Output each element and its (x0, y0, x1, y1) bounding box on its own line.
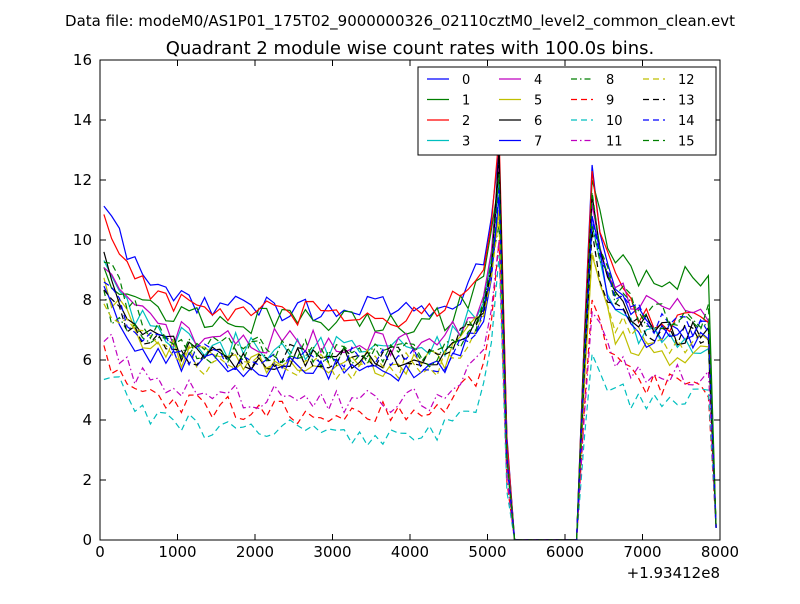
legend-label-11: 11 (606, 135, 623, 150)
chart-title: Quadrant 2 module wise count rates with … (166, 38, 655, 59)
series-line-11 (103, 239, 717, 540)
legend-label-5: 5 (534, 94, 542, 109)
x-tick-label: 7000 (623, 543, 661, 561)
y-tick-label: 6 (82, 351, 92, 369)
legend-label-0: 0 (462, 73, 470, 88)
x-tick-label: 3000 (313, 543, 351, 561)
legend-label-2: 2 (462, 114, 470, 129)
series-line-4 (103, 164, 717, 540)
legend-label-9: 9 (606, 94, 614, 109)
x-tick-label: 6000 (546, 543, 584, 561)
legend-label-8: 8 (606, 73, 614, 88)
x-tick-label: 0 (95, 543, 105, 561)
series-line-13 (103, 164, 717, 540)
y-tick-label: 14 (73, 111, 92, 129)
y-tick-label: 10 (73, 231, 92, 249)
figure-suptitle: Data file: modeM0/AS1P01_175T02_90000003… (65, 12, 735, 31)
legend-label-4: 4 (534, 73, 542, 88)
legend-label-10: 10 (606, 114, 623, 129)
y-tick-label: 16 (73, 51, 92, 69)
series-line-5 (103, 209, 717, 540)
legend-label-7: 7 (534, 135, 542, 150)
x-tick-label: 8000 (701, 543, 739, 561)
legend-label-15: 15 (678, 135, 695, 150)
series-line-8 (103, 224, 717, 540)
x-tick-label: 2000 (236, 543, 274, 561)
y-tick-label: 12 (73, 171, 92, 189)
legend-label-1: 1 (462, 94, 470, 109)
legend-label-12: 12 (678, 73, 695, 88)
y-tick-label: 2 (82, 471, 92, 489)
x-tick-label: 5000 (468, 543, 506, 561)
legend-box (417, 66, 717, 156)
series-line-12 (103, 215, 717, 540)
series-line-9 (103, 239, 717, 540)
x-tick-label: 4000 (391, 543, 429, 561)
axis-ticks: 0 1000 2000 3000 4000 5000 6000 7000 80000246810… (73, 51, 739, 561)
legend-label-13: 13 (678, 94, 695, 109)
y-tick-label: 4 (82, 411, 92, 429)
legend-label-14: 14 (678, 114, 695, 129)
x-offset-label: +1.93412e8 (627, 564, 720, 582)
legend-label-3: 3 (462, 135, 470, 150)
x-tick-label: 1000 (158, 543, 196, 561)
y-tick-label: 0 (82, 531, 92, 549)
series-line-7 (103, 194, 717, 540)
series-line-1 (103, 179, 717, 540)
y-tick-label: 8 (82, 291, 92, 309)
legend-label-6: 6 (534, 114, 542, 129)
series-line-2 (103, 134, 717, 540)
series-line-10 (103, 254, 717, 540)
series-line-14 (103, 185, 717, 540)
series-layer (103, 134, 717, 540)
